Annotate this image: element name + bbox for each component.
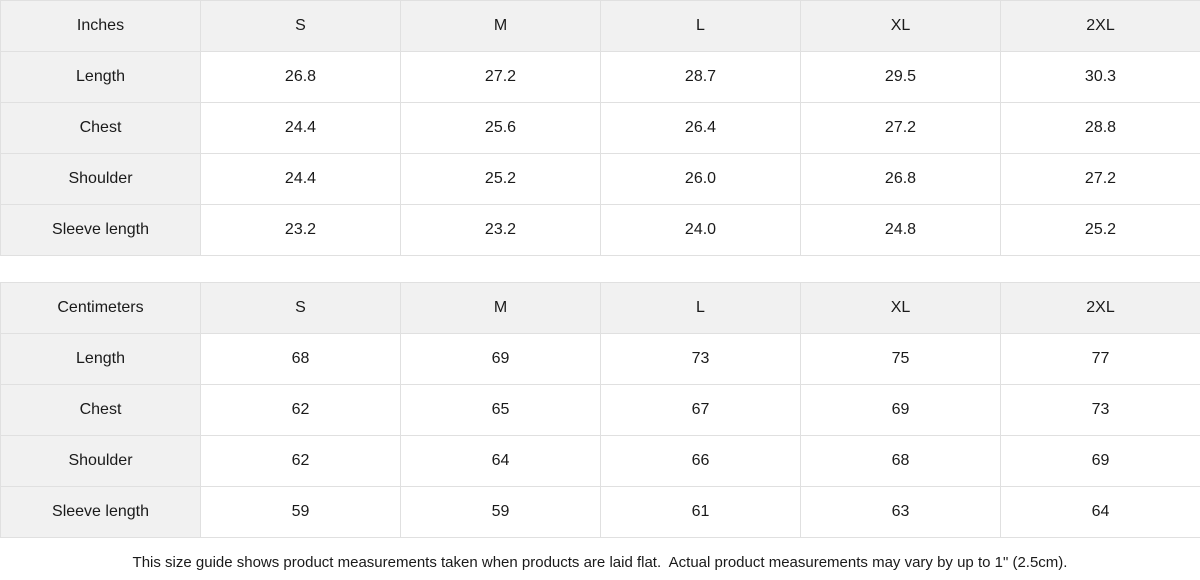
- cell-length-m: 69: [400, 332, 601, 385]
- row-label-length: Length: [0, 332, 201, 385]
- cell-sleeve-length-s: 59: [200, 485, 401, 538]
- cell-shoulder-xl: 26.8: [800, 153, 1001, 205]
- cell-sleeve-length-xl: 63: [800, 485, 1001, 538]
- unit-label-centimeters: Centimeters: [0, 281, 201, 334]
- column-header-2xl: 2XL: [1000, 281, 1200, 334]
- column-header-m: M: [400, 0, 601, 52]
- column-header-2xl: 2XL: [1000, 0, 1200, 52]
- table-row: Chest 62 65 67 69 73: [0, 383, 1200, 436]
- cell-chest-xl: 69: [800, 383, 1001, 436]
- column-header-l: L: [600, 281, 801, 334]
- cell-length-l: 73: [600, 332, 801, 385]
- unit-label-inches: Inches: [0, 0, 201, 52]
- cell-shoulder-m: 25.2: [400, 153, 601, 205]
- cell-chest-xl: 27.2: [800, 102, 1001, 154]
- table-row: Shoulder 24.4 25.2 26.0 26.8 27.2: [0, 153, 1200, 205]
- cell-shoulder-xl: 68: [800, 434, 1001, 487]
- cell-shoulder-m: 64: [400, 434, 601, 487]
- column-header-s: S: [200, 281, 401, 334]
- size-guide-footnote: This size guide shows product measuremen…: [0, 537, 1200, 580]
- cell-shoulder-l: 66: [600, 434, 801, 487]
- size-table-inches: Inches S M L XL 2XL Length 26.8 27.2 28.…: [0, 0, 1200, 256]
- cell-chest-s: 24.4: [200, 102, 401, 154]
- cell-length-xl: 75: [800, 332, 1001, 385]
- cell-sleeve-length-s: 23.2: [200, 204, 401, 256]
- column-header-l: L: [600, 0, 801, 52]
- cell-length-2xl: 77: [1000, 332, 1200, 385]
- cell-sleeve-length-m: 23.2: [400, 204, 601, 256]
- column-header-xl: XL: [800, 281, 1001, 334]
- table-header-inches: Inches S M L XL 2XL: [0, 0, 1200, 52]
- cell-chest-2xl: 28.8: [1000, 102, 1200, 154]
- cell-shoulder-l: 26.0: [600, 153, 801, 205]
- cell-chest-m: 65: [400, 383, 601, 436]
- cell-shoulder-2xl: 69: [1000, 434, 1200, 487]
- row-label-sleeve-length: Sleeve length: [0, 485, 201, 538]
- table-body-inches: Length 26.8 27.2 28.7 29.5 30.3 Chest 24…: [0, 51, 1200, 256]
- row-label-sleeve-length: Sleeve length: [0, 204, 201, 256]
- table-row: Shoulder 62 64 66 68 69: [0, 434, 1200, 487]
- table-row: Sleeve length 59 59 61 63 64: [0, 485, 1200, 538]
- table-separator: [0, 256, 1200, 282]
- table-row: Sleeve length 23.2 23.2 24.0 24.8 25.2: [0, 204, 1200, 256]
- table-row: Length 26.8 27.2 28.7 29.5 30.3: [0, 51, 1200, 103]
- cell-length-s: 26.8: [200, 51, 401, 103]
- cell-length-2xl: 30.3: [1000, 51, 1200, 103]
- cell-chest-s: 62: [200, 383, 401, 436]
- cell-length-xl: 29.5: [800, 51, 1001, 103]
- column-header-xl: XL: [800, 0, 1001, 52]
- cell-length-l: 28.7: [600, 51, 801, 103]
- column-header-m: M: [400, 281, 601, 334]
- cell-sleeve-length-l: 61: [600, 485, 801, 538]
- table-row: Length 68 69 73 75 77: [0, 332, 1200, 385]
- cell-chest-2xl: 73: [1000, 383, 1200, 436]
- cell-chest-l: 26.4: [600, 102, 801, 154]
- table-row: Chest 24.4 25.6 26.4 27.2 28.8: [0, 102, 1200, 154]
- row-label-chest: Chest: [0, 383, 201, 436]
- cell-sleeve-length-2xl: 64: [1000, 485, 1200, 538]
- cell-shoulder-s: 62: [200, 434, 401, 487]
- column-header-s: S: [200, 0, 401, 52]
- cell-length-m: 27.2: [400, 51, 601, 103]
- cell-chest-m: 25.6: [400, 102, 601, 154]
- row-label-shoulder: Shoulder: [0, 434, 201, 487]
- header-row: Centimeters S M L XL 2XL: [0, 281, 1200, 334]
- table-header-centimeters: Centimeters S M L XL 2XL: [0, 281, 1200, 334]
- header-row: Inches S M L XL 2XL: [0, 0, 1200, 52]
- cell-sleeve-length-2xl: 25.2: [1000, 204, 1200, 256]
- cell-length-s: 68: [200, 332, 401, 385]
- row-label-length: Length: [0, 51, 201, 103]
- row-label-shoulder: Shoulder: [0, 153, 201, 205]
- cell-sleeve-length-m: 59: [400, 485, 601, 538]
- size-table-centimeters: Centimeters S M L XL 2XL Length 68 69 73…: [0, 281, 1200, 538]
- table-body-centimeters: Length 68 69 73 75 77 Chest 62 65 67 69 …: [0, 332, 1200, 538]
- cell-sleeve-length-l: 24.0: [600, 204, 801, 256]
- cell-shoulder-2xl: 27.2: [1000, 153, 1200, 205]
- cell-chest-l: 67: [600, 383, 801, 436]
- cell-shoulder-s: 24.4: [200, 153, 401, 205]
- row-label-chest: Chest: [0, 102, 201, 154]
- cell-sleeve-length-xl: 24.8: [800, 204, 1001, 256]
